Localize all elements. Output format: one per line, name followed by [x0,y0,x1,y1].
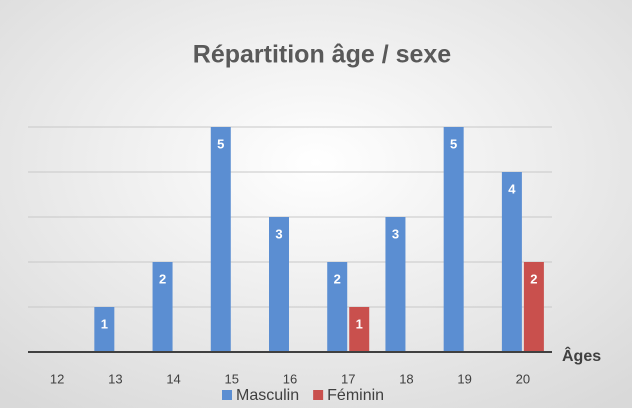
bar [269,217,289,352]
data-label: 2 [334,271,341,286]
bar [443,127,464,352]
x-tick-label: 14 [166,371,180,386]
data-label: 2 [159,271,166,286]
data-label: 2 [530,271,537,286]
bar [385,217,406,352]
data-label: 5 [450,136,457,151]
x-tick-label: 17 [341,371,355,386]
x-tick-label: 12 [50,371,64,386]
x-tick-label: 18 [399,371,413,386]
legend-swatch [313,390,324,400]
data-label: 4 [508,181,516,196]
data-label: 3 [392,226,399,241]
data-label: 1 [356,316,363,331]
legend-label: Féminin [327,387,384,404]
x-tick-label: 13 [108,371,122,386]
x-tick-label: 19 [457,371,471,386]
legend-label: Masculin [236,387,299,404]
x-tick-label: 20 [516,371,530,386]
bar [210,127,231,352]
bar [327,262,348,352]
data-label: 3 [275,226,282,241]
chart-title: Répartition âge / sexe [193,41,452,69]
bar [152,262,173,352]
bar [349,307,370,352]
bar [523,262,544,352]
x-axis-label: Âges [562,346,601,365]
legend-swatch [222,390,232,400]
bar [94,307,115,352]
data-label: 1 [101,316,108,331]
data-label: 5 [217,136,224,151]
bar [501,172,522,352]
x-tick-label: 16 [283,371,297,386]
x-tick-label: 15 [225,371,239,386]
